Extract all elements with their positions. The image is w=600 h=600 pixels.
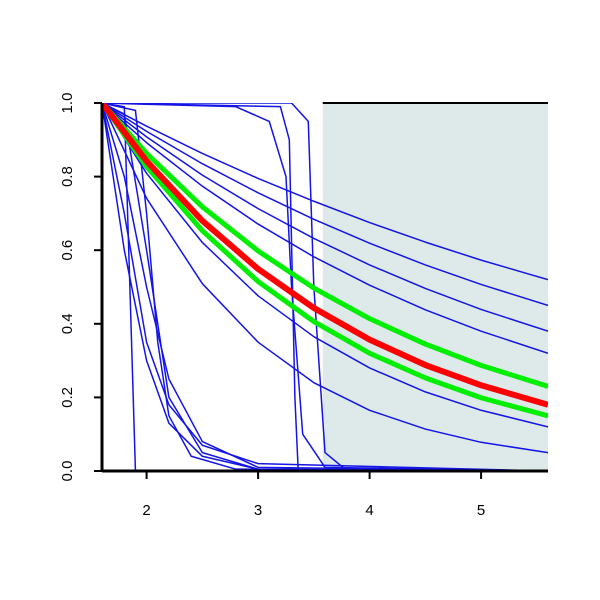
curve [102,103,548,428]
curve [102,103,548,281]
curve [102,103,548,454]
x-tick-label: 5 [477,502,485,519]
curve [102,103,548,419]
curve [102,103,548,307]
curves [102,103,548,471]
x-tick-label: 4 [365,502,373,519]
curve [102,103,548,354]
y-tick-label: 0.8 [59,166,76,187]
curve [102,103,548,332]
x-tick-label: 2 [142,502,150,519]
y-tick-label: 0.6 [59,240,76,261]
y-tick-label: 0.0 [59,461,76,482]
curve [102,103,548,471]
shaded-band [322,103,548,471]
curve [102,103,548,471]
curve [102,103,548,471]
y-tick-label: 0.4 [59,313,76,334]
curve [102,103,548,471]
curve [102,103,548,389]
curve [102,103,548,408]
curve [102,103,548,471]
y-tick-label: 0.2 [59,387,76,408]
x-tick-label: 3 [254,502,262,519]
y-tick-label: 1.0 [59,93,76,114]
curve [102,103,548,471]
